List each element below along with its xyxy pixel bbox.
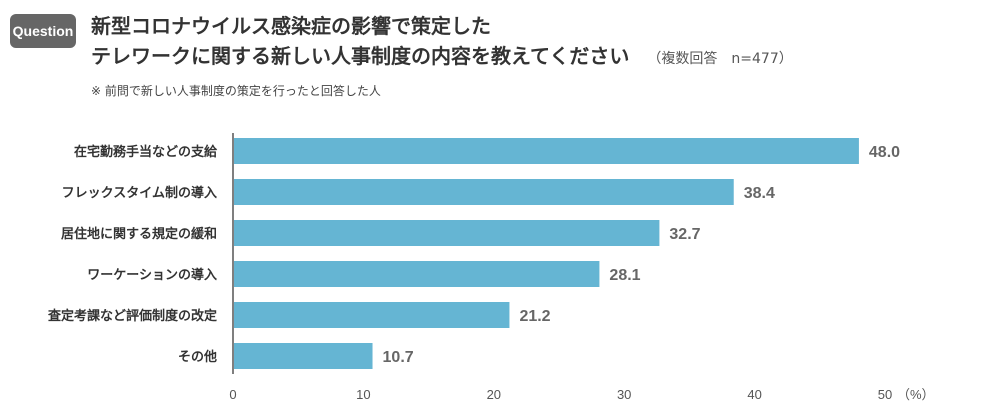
- bar: [234, 261, 600, 287]
- chart-title-line-2-text: テレワークに関する新しい人事制度の内容を教えてください: [91, 44, 630, 68]
- bar: [234, 179, 734, 205]
- category-label: 査定考課など評価制度の改定: [47, 308, 217, 324]
- value-label: 48.0: [869, 144, 900, 161]
- bar: [234, 138, 859, 164]
- value-label: 21.2: [519, 308, 550, 325]
- x-tick-label: 50: [878, 387, 892, 402]
- x-tick-label: 20: [487, 387, 501, 402]
- x-tick-label: 0: [229, 387, 236, 402]
- category-label: フレックスタイム制の導入: [62, 185, 217, 201]
- bar: [234, 220, 660, 246]
- chart-title-line-2: テレワークに関する新しい人事制度の内容を教えてください （複数回答 n=477）: [91, 40, 793, 69]
- value-label: 10.7: [383, 349, 414, 366]
- category-label: その他: [178, 349, 217, 365]
- category-label: ワーケーションの導入: [87, 267, 217, 283]
- x-tick-label: 40: [747, 387, 761, 402]
- category-label: 居住地に関する規定の緩和: [61, 226, 217, 242]
- response-note: （複数回答 n=477）: [647, 51, 793, 67]
- x-tick-label: 30: [617, 387, 631, 402]
- bar: [234, 343, 373, 369]
- footnote: ※ 前問で新しい人事制度の策定を行ったと回答した人: [91, 84, 381, 98]
- value-label: 32.7: [669, 226, 700, 243]
- x-tick-label: 10: [356, 387, 370, 402]
- value-label: 28.1: [609, 267, 640, 284]
- x-axis-unit: （%）: [897, 387, 935, 402]
- value-label: 38.4: [744, 185, 775, 202]
- chart-title-line-1: 新型コロナウイルス感染症の影響で策定した: [91, 14, 491, 38]
- bar: [234, 302, 510, 328]
- question-badge: Question: [10, 14, 76, 48]
- category-label: 在宅勤務手当などの支給: [74, 144, 218, 160]
